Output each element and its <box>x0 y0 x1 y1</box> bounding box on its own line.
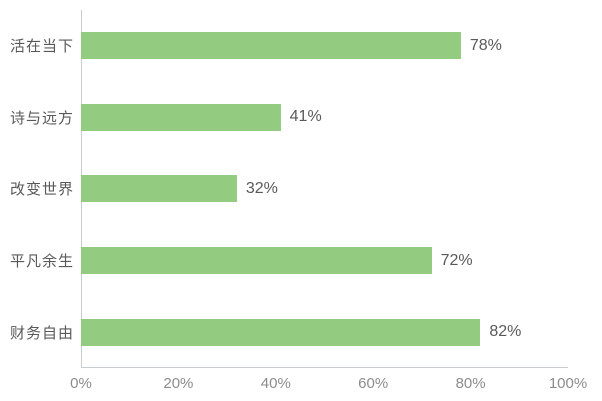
bar <box>81 247 432 275</box>
bar <box>81 318 481 346</box>
category-label: 改变世界 <box>10 181 75 199</box>
x-axis-line <box>81 367 568 368</box>
value-label: 82% <box>489 323 522 341</box>
x-tick-label: 20% <box>163 375 194 392</box>
value-label: 41% <box>289 108 322 126</box>
x-tick-label: 100% <box>548 375 588 392</box>
bar <box>81 32 461 60</box>
x-axis-ticks: 0% 20% 40% 60% 80% 100% <box>70 375 587 395</box>
bar <box>81 175 237 203</box>
category-label: 平凡余生 <box>10 253 75 271</box>
value-label: 32% <box>245 179 278 197</box>
value-label: 72% <box>440 251 473 269</box>
bar-row: 财务自由 82% <box>10 296 568 368</box>
bar-row: 改变世界 32% <box>10 153 568 225</box>
bar-row: 活在当下 78% <box>10 10 568 82</box>
category-label: 活在当下 <box>10 38 75 56</box>
bar-track: 41% <box>81 82 568 154</box>
bar-rows: 活在当下 78% 诗与远方 41% 改变世界 32% 平凡余生 72% <box>10 10 568 368</box>
category-label: 财务自由 <box>10 324 75 342</box>
x-tick-label: 0% <box>70 375 92 392</box>
bar-track: 82% <box>81 296 568 368</box>
x-tick-label: 40% <box>260 375 291 392</box>
bar <box>81 103 281 131</box>
category-label: 诗与远方 <box>10 109 75 127</box>
value-label: 78% <box>469 36 502 54</box>
bar-row: 平凡余生 72% <box>10 225 568 297</box>
bar-row: 诗与远方 41% <box>10 82 568 154</box>
bar-track: 72% <box>81 225 568 297</box>
bar-track: 78% <box>81 10 568 82</box>
x-tick-label: 60% <box>358 375 389 392</box>
bar-track: 32% <box>81 153 568 225</box>
x-tick-label: 80% <box>455 375 486 392</box>
